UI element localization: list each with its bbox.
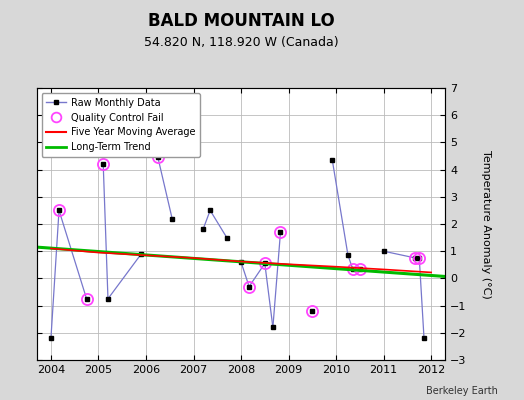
Text: BALD MOUNTAIN LO: BALD MOUNTAIN LO <box>148 12 334 30</box>
Text: Berkeley Earth: Berkeley Earth <box>426 386 498 396</box>
Legend: Raw Monthly Data, Quality Control Fail, Five Year Moving Average, Long-Term Tren: Raw Monthly Data, Quality Control Fail, … <box>41 93 200 157</box>
Y-axis label: Temperature Anomaly (°C): Temperature Anomaly (°C) <box>481 150 490 298</box>
Text: 54.820 N, 118.920 W (Canada): 54.820 N, 118.920 W (Canada) <box>144 36 339 49</box>
